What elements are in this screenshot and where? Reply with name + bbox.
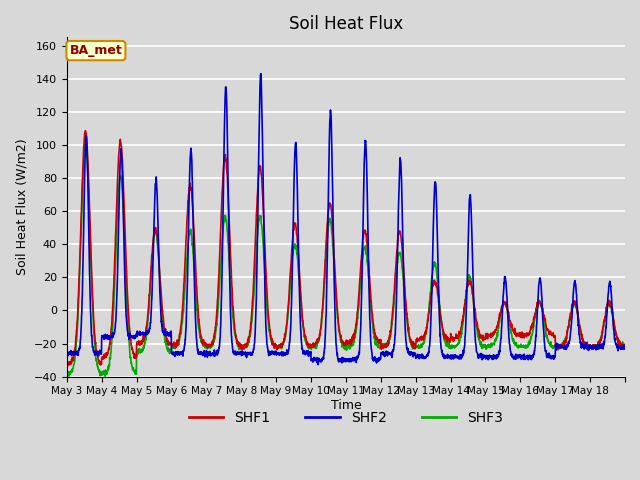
Legend: SHF1, SHF2, SHF3: SHF1, SHF2, SHF3 <box>183 406 509 431</box>
SHF2 <box>546 352 554 358</box>
SHF1 <box>65 362 72 368</box>
Text: BA_met: BA_met <box>70 44 122 57</box>
SHF1 <box>515 331 522 337</box>
SHF3 <box>119 203 127 208</box>
SHF2 <box>621 344 629 349</box>
SHF3 <box>621 343 629 349</box>
SHF1 <box>82 128 90 133</box>
SHF3 <box>82 141 90 147</box>
SHF3 <box>239 343 247 349</box>
Line: SHF3: SHF3 <box>67 144 625 376</box>
SHF1 <box>63 358 70 364</box>
SHF2 <box>118 178 126 184</box>
SHF3 <box>380 343 388 348</box>
SHF3 <box>515 345 522 351</box>
SHF2 <box>515 354 522 360</box>
SHF3 <box>101 373 109 379</box>
SHF1 <box>380 343 388 348</box>
X-axis label: Time: Time <box>330 399 361 412</box>
SHF1 <box>621 341 629 347</box>
Line: SHF2: SHF2 <box>67 73 625 365</box>
SHF1 <box>546 330 554 336</box>
SHF2 <box>63 352 70 358</box>
SHF2 <box>239 351 247 357</box>
SHF1 <box>119 171 127 177</box>
Y-axis label: Soil Heat Flux (W/m2): Soil Heat Flux (W/m2) <box>15 139 28 276</box>
Title: Soil Heat Flux: Soil Heat Flux <box>289 15 403 33</box>
SHF3 <box>546 340 554 346</box>
SHF3 <box>614 337 621 343</box>
SHF1 <box>239 346 247 351</box>
SHF2 <box>380 349 388 355</box>
SHF3 <box>63 372 70 377</box>
Line: SHF1: SHF1 <box>67 131 625 365</box>
SHF2 <box>614 344 621 349</box>
SHF1 <box>614 336 621 342</box>
SHF2 <box>257 71 265 76</box>
SHF2 <box>314 362 322 368</box>
